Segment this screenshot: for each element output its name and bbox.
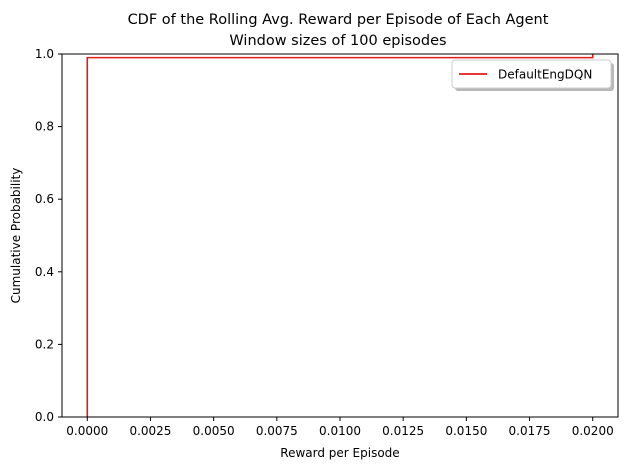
- y-axis-label: Cumulative Probability: [9, 168, 23, 304]
- y-tick-label: 1.0: [35, 47, 54, 61]
- x-tick-label: 0.0100: [319, 424, 361, 438]
- x-tick-label: 0.0050: [193, 424, 235, 438]
- series-layer: [86, 54, 594, 417]
- y-tick-label: 0.6: [35, 192, 54, 206]
- x-tick-label: 0.0075: [256, 424, 298, 438]
- y-tick-label: 0.2: [35, 337, 54, 351]
- y-tick-label: 0.4: [35, 265, 54, 279]
- x-tick-label: 0.0125: [382, 424, 424, 438]
- y-tick-label: 0.8: [35, 120, 54, 134]
- x-tick-label: 0.0000: [66, 424, 108, 438]
- x-axis-label: Reward per Episode: [280, 446, 399, 460]
- y-tick-label: 0.0: [35, 410, 54, 424]
- series-line-defaultengdqn: [86, 54, 594, 417]
- legend-label-defaultengdqn: DefaultEngDQN: [498, 68, 592, 82]
- y-axis-ticks: 0.0 0.2 0.4 0.6 0.8 1.0: [35, 47, 62, 424]
- x-tick-label: 0.0200: [572, 424, 614, 438]
- x-axis-ticks: 0.0000 0.0025 0.0050 0.0075 0.0100 0.0125 0.01…: [66, 417, 614, 438]
- x-tick-label: 0.0025: [129, 424, 171, 438]
- x-tick-label: 0.0150: [445, 424, 487, 438]
- legend-box: [451, 59, 612, 89]
- plot-frame: [61, 53, 619, 418]
- chart-subtitle: Window sizes of 100 episodes: [229, 33, 446, 49]
- chart-title: CDF of the Rolling Avg. Reward per Episo…: [128, 12, 549, 28]
- legend: DefaultEngDQN: [451, 59, 614, 91]
- x-tick-label: 0.0175: [509, 424, 551, 438]
